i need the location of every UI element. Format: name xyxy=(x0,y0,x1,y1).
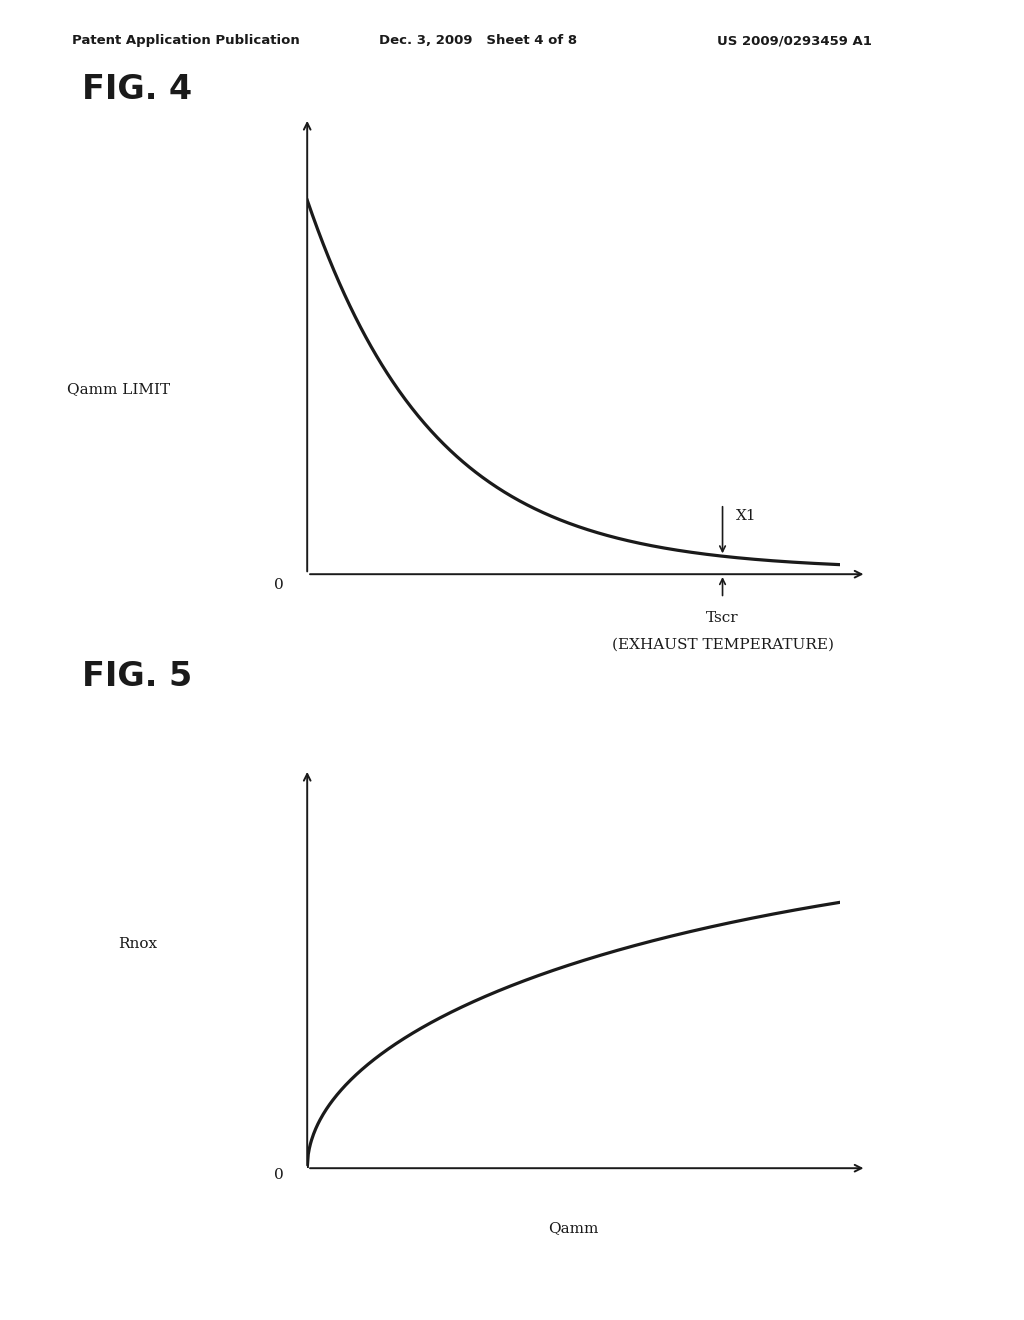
Text: 0: 0 xyxy=(274,578,285,593)
Text: US 2009/0293459 A1: US 2009/0293459 A1 xyxy=(717,34,871,48)
Text: Patent Application Publication: Patent Application Publication xyxy=(72,34,299,48)
Text: FIG. 4: FIG. 4 xyxy=(82,73,193,106)
Text: 0: 0 xyxy=(274,1168,285,1183)
Text: Dec. 3, 2009   Sheet 4 of 8: Dec. 3, 2009 Sheet 4 of 8 xyxy=(379,34,577,48)
Text: Rnox: Rnox xyxy=(118,937,157,950)
Text: FIG. 5: FIG. 5 xyxy=(82,660,193,693)
Text: (EXHAUST TEMPERATURE): (EXHAUST TEMPERATURE) xyxy=(611,638,834,652)
Text: Tscr: Tscr xyxy=(707,611,739,626)
Text: Qamm: Qamm xyxy=(548,1221,599,1236)
Text: X1: X1 xyxy=(736,510,757,523)
Text: Qamm LIMIT: Qamm LIMIT xyxy=(67,383,170,396)
